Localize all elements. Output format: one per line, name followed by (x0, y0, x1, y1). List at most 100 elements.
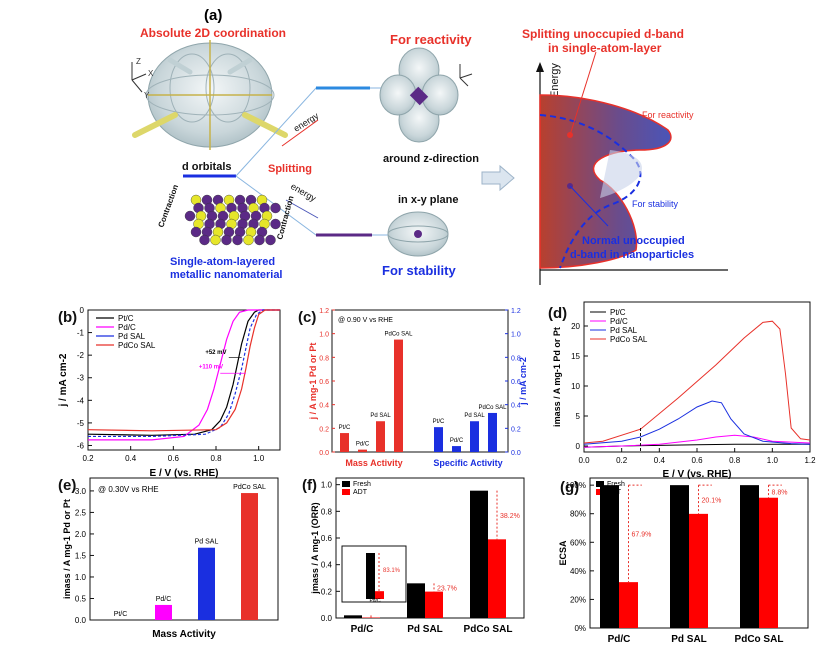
atom (233, 235, 243, 245)
panel-label-e: (e) (58, 477, 76, 494)
x-tick-label: 0.8 (729, 456, 741, 465)
y-tick-label: 40% (570, 567, 586, 576)
plot-frame (88, 310, 280, 450)
coordination-title: Absolute 2D coordination (140, 26, 286, 40)
bar-label: Pt/C (114, 611, 128, 618)
y-tick-label-left: 0.6 (319, 379, 329, 386)
atom (191, 227, 201, 237)
loss-label: 20.1% (702, 498, 722, 505)
axis-z-label: Z (136, 57, 141, 66)
y-tick-label: -5 (77, 419, 85, 428)
category-label: Pd SAL (671, 634, 707, 644)
category-label: Pd SAL (407, 624, 443, 635)
split-line-down (236, 176, 388, 235)
loss-label: 8.8% (772, 489, 788, 496)
bar-label: Pd SAL (464, 413, 485, 419)
atom (255, 235, 265, 245)
category-label: PdCo SAL (735, 634, 784, 644)
d-orbitals-label: d orbitals (182, 161, 232, 173)
x-tick-label: 0.0 (578, 456, 590, 465)
y-tick-label: 20% (570, 595, 586, 604)
around-z-label: around z-direction (383, 153, 479, 165)
legend-entry: ADT (353, 489, 368, 496)
bar-Pd SAL-ADT (689, 514, 708, 628)
panel-label-f: (f) (302, 477, 317, 494)
series-line-Pt/C (88, 310, 280, 435)
x-tick-label: 0.2 (616, 456, 628, 465)
atom (222, 235, 232, 245)
bar-PdCo SAL-Fresh (740, 485, 759, 628)
y-tick-label: 1.0 (75, 573, 87, 582)
y-tick-label: -4 (77, 396, 85, 405)
bar-label: PdCo SAL (478, 405, 507, 411)
x-tick-label: 0.6 (168, 454, 180, 463)
bar-Pd/C (358, 450, 367, 452)
energy-axis-label: Energy (549, 63, 561, 98)
annotation-52mV: +52 mV (205, 350, 226, 356)
y-tick-label-right: 1.0 (511, 332, 521, 339)
y-tick-label: -6 (77, 441, 85, 450)
y-tick-label-left: 0.0 (319, 450, 329, 457)
y-tick-label: 1.0 (321, 481, 333, 490)
y-tick-label: 0 (80, 306, 85, 315)
x-tick-label: 0.4 (125, 454, 137, 463)
chart-e: (e)0.00.51.01.52.02.53.0@ 0.30V vs RHEMa… (58, 477, 278, 640)
atom (244, 235, 254, 245)
splitting-label: Splitting (268, 163, 312, 175)
d-band-diagram: Energy Splitting unoccupied d-band in si… (522, 27, 728, 285)
y-tick-label: 60% (570, 538, 586, 547)
y-tick-label: 0.5 (75, 594, 87, 603)
category-label: Pd/C (608, 634, 631, 644)
legend-swatch (342, 481, 350, 487)
y-tick-label-right: 0.0 (511, 450, 521, 457)
x-axis-label: E / V (vs. RHE) (150, 468, 219, 479)
inset-bar-fresh (366, 553, 375, 599)
y-tick-label: 0 (576, 442, 581, 451)
y-tick-label: 0.4 (321, 561, 333, 570)
annotation-110mV: +110 mV (199, 365, 223, 371)
bar-label: Pt/C (339, 425, 351, 431)
legend-swatch (342, 489, 350, 495)
y-tick-label: 15 (571, 352, 580, 361)
y-tick-label: 20 (571, 322, 580, 331)
y-tick-label-left: 1.2 (319, 308, 329, 315)
bar-Pd SAL (376, 421, 385, 452)
axis-x-label: X (148, 69, 154, 78)
band-stability-label: For stability (632, 199, 679, 209)
bar-Pd/C (155, 605, 172, 620)
y-tick-label: 2.0 (75, 530, 87, 539)
bar-label: Pd SAL (195, 539, 219, 546)
bar-Pd SAL (470, 421, 479, 452)
y-tick-label-left: 1.0 (319, 332, 329, 339)
bar-Pd SAL (198, 548, 215, 620)
x-tick-label: 0.2 (82, 454, 94, 463)
plot-frame (332, 310, 508, 452)
d-orbital-cloud-illustration (135, 40, 285, 150)
bar-Pd/C (452, 446, 461, 452)
condition-annotation: @ 0.30V vs RHE (98, 485, 159, 494)
legend-entry: Fresh (353, 481, 371, 488)
loss-label: 38.2% (500, 513, 520, 520)
bar-Pd/C-Fresh (600, 485, 619, 628)
y-tick-label: 0.0 (75, 616, 87, 625)
bar-PdCo SAL-ADT (759, 498, 778, 628)
atom (200, 235, 210, 245)
in-xy-label: in x-y plane (398, 194, 459, 206)
series-line-Pd SAL (88, 310, 280, 436)
y-tick-label-right: 0.2 (511, 426, 521, 433)
x-tick-label: 0.4 (654, 456, 666, 465)
y-tick-label: 5 (576, 412, 581, 421)
band-reactivity-label: For reactivity (642, 110, 694, 120)
bar-PdCo SAL-Fresh (470, 491, 488, 618)
x-tick-label: 1.2 (804, 456, 816, 465)
y-axis-label: imass / A mg-1 Pd or Pt (552, 327, 562, 427)
transition-arrow-icon (482, 166, 514, 190)
y-tick-label: 80% (570, 510, 586, 519)
bar-Pt/C (340, 433, 349, 452)
inset-category-label: Pd/C (369, 598, 381, 604)
bar-PdCo SAL (488, 413, 497, 452)
y-tick-label: 0.2 (321, 587, 333, 596)
